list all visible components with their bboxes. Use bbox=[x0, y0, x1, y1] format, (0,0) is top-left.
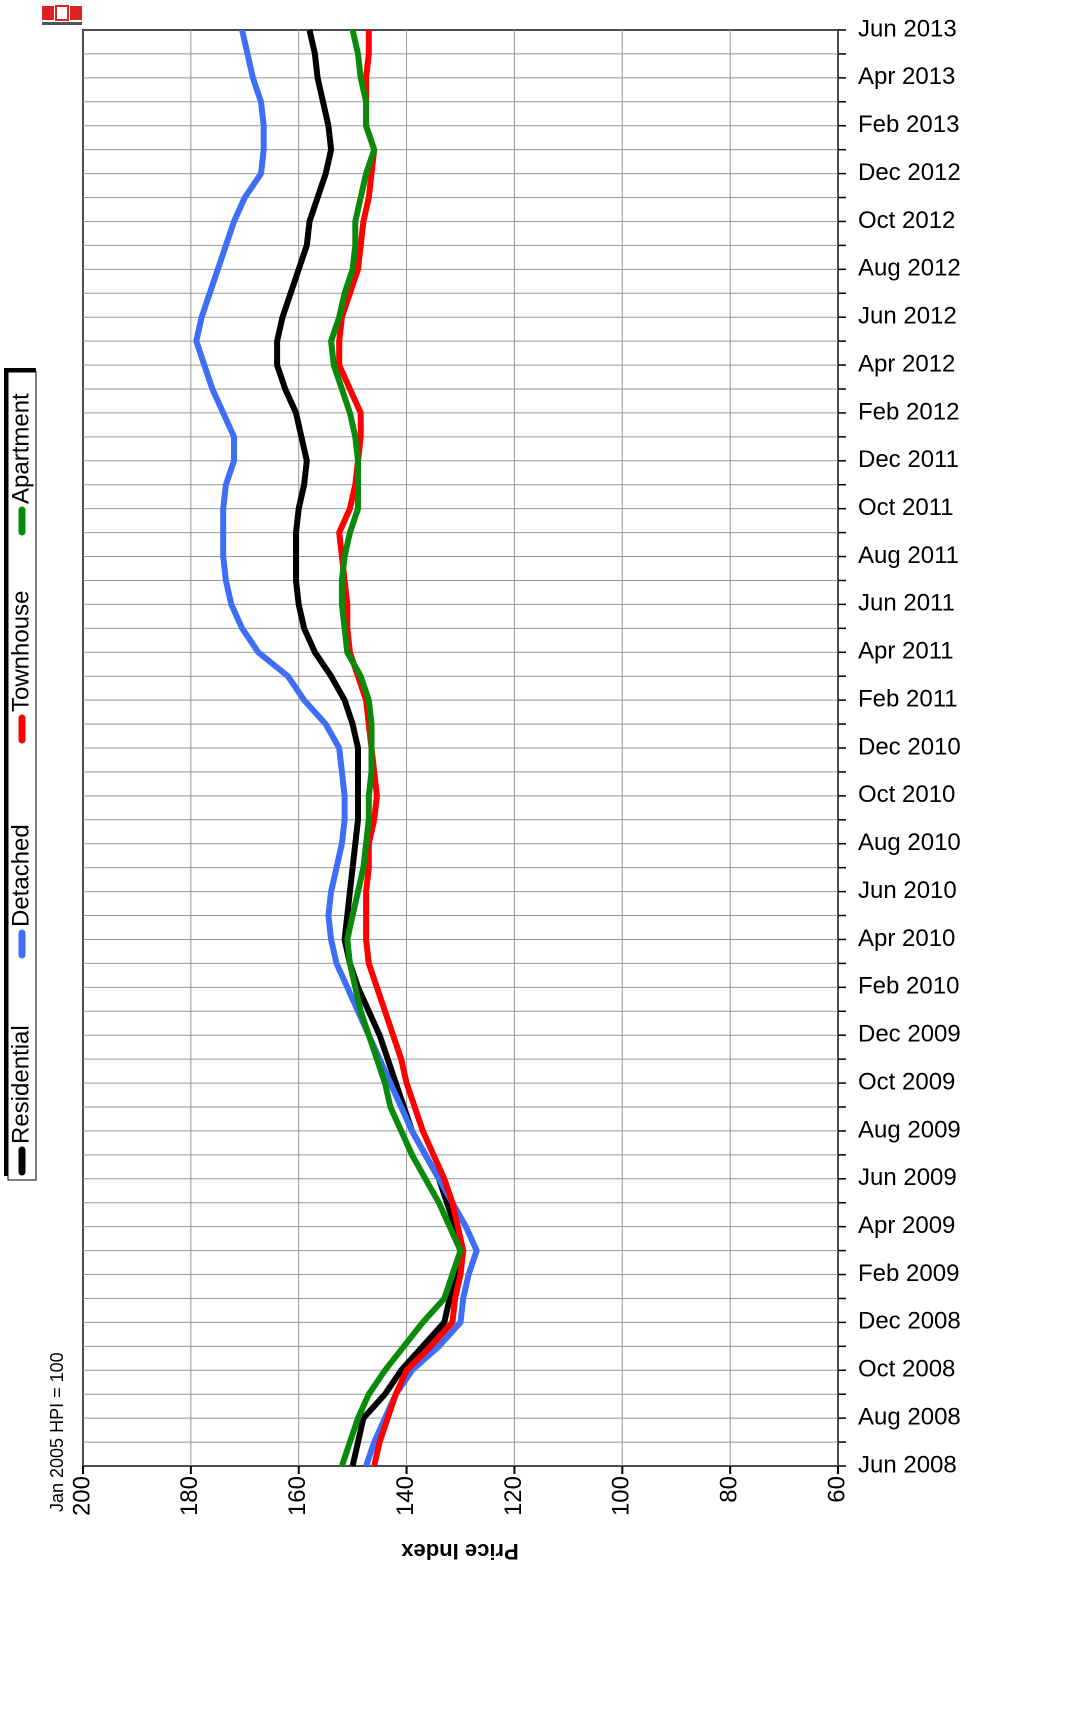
legend-label: Townhouse bbox=[7, 591, 34, 712]
y-tick-label: Apr 2011 bbox=[858, 638, 954, 665]
y-tick-label: Jun 2012 bbox=[858, 303, 957, 330]
y-tick-label: Dec 2009 bbox=[858, 1021, 961, 1048]
y-tick-label: Apr 2009 bbox=[858, 1212, 955, 1239]
y-tick-label: Feb 2010 bbox=[858, 973, 959, 1000]
y-tick-label: Aug 2012 bbox=[858, 255, 961, 282]
x-tick-label: 120 bbox=[500, 1476, 527, 1516]
x-tick-label: 180 bbox=[176, 1476, 203, 1516]
y-tick-label: Oct 2008 bbox=[858, 1356, 955, 1383]
y-tick-label: Oct 2009 bbox=[858, 1068, 955, 1095]
y-tick-label: Feb 2011 bbox=[858, 685, 958, 712]
y-tick-label: Aug 2009 bbox=[858, 1116, 961, 1143]
y-tick-label: Feb 2009 bbox=[858, 1260, 959, 1287]
y-tick-label: Oct 2012 bbox=[858, 207, 955, 234]
y-tick-label: Jun 2011 bbox=[858, 590, 955, 617]
series-line bbox=[328, 29, 464, 1467]
y-tick-label: Feb 2013 bbox=[858, 111, 959, 138]
y-tick-label: Dec 2012 bbox=[858, 159, 961, 186]
x-tick-label: 200 bbox=[68, 1476, 95, 1516]
x-tick-label: 140 bbox=[392, 1476, 419, 1516]
mls-logo bbox=[42, 5, 82, 25]
y-tick-label: Dec 2008 bbox=[858, 1308, 961, 1335]
x-axis-label: Price Index bbox=[401, 1539, 519, 1564]
annotation: Jan 2005 HPI = 100 bbox=[47, 1352, 67, 1512]
y-tick-label: Aug 2008 bbox=[858, 1403, 961, 1430]
legend-label: Apartment bbox=[7, 393, 34, 504]
y-tick-label: Jun 2008 bbox=[858, 1451, 957, 1478]
legend-box bbox=[7, 371, 37, 1181]
x-tick-label: 60 bbox=[823, 1476, 850, 1503]
y-tick-label: Apr 2012 bbox=[858, 350, 955, 377]
y-tick-label: Jun 2010 bbox=[858, 877, 957, 904]
grid bbox=[82, 29, 839, 1467]
legend-label: Detached bbox=[7, 824, 34, 927]
y-tick-label: Jun 2013 bbox=[858, 15, 957, 42]
x-tick-label: 100 bbox=[608, 1476, 635, 1516]
x-tick-label: 160 bbox=[284, 1476, 311, 1516]
y-tick-label: Dec 2010 bbox=[858, 733, 961, 760]
y-tick-label: Dec 2011 bbox=[858, 446, 959, 473]
legend: Residential Detached Townhouse Apartment bbox=[4, 368, 37, 1181]
y-tick-label: Apr 2013 bbox=[858, 63, 955, 90]
y-tick-label: Aug 2010 bbox=[858, 829, 961, 856]
y-tick-label: Oct 2010 bbox=[858, 781, 955, 808]
legend-label: Residential bbox=[7, 1025, 34, 1144]
y-tick-label: Jun 2009 bbox=[858, 1164, 957, 1191]
y-tick-label: Oct 2011 bbox=[858, 494, 954, 521]
y-tick-label: Aug 2011 bbox=[858, 542, 959, 569]
y-tick-label: Feb 2012 bbox=[858, 398, 959, 425]
series-line bbox=[193, 29, 480, 1467]
y-tick-label: Apr 2010 bbox=[858, 925, 955, 952]
x-tick-label: 80 bbox=[715, 1476, 742, 1503]
